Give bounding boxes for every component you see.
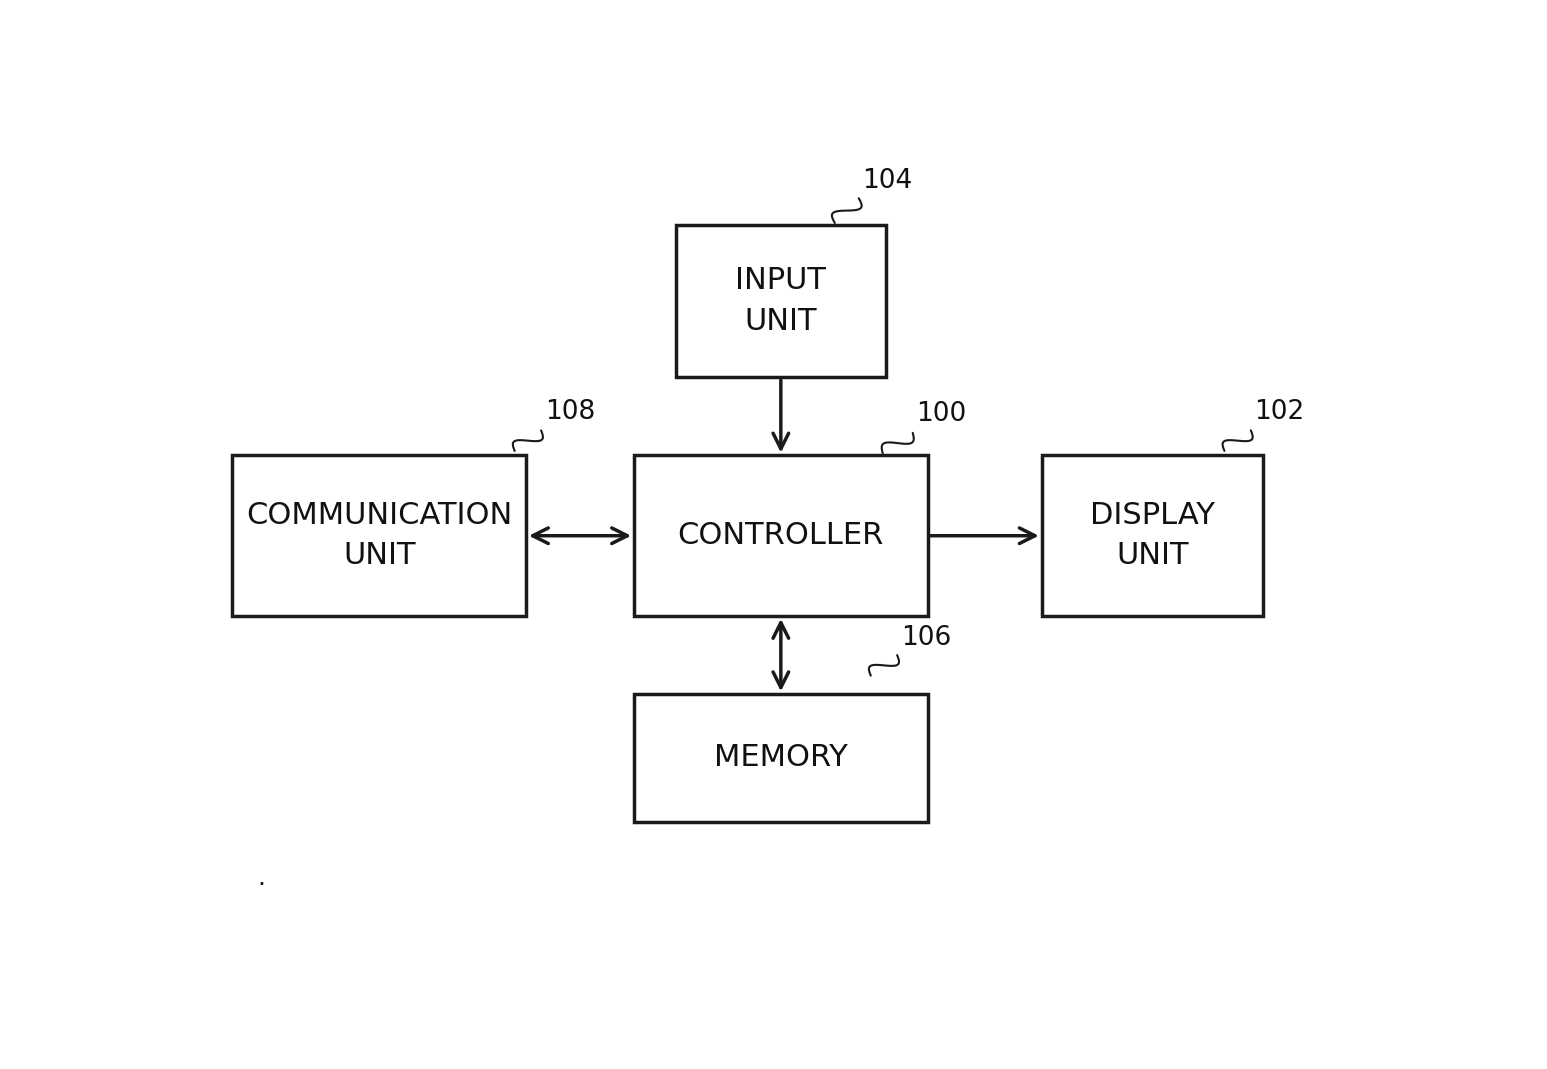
- Bar: [232, 455, 526, 616]
- Text: CONTROLLER: CONTROLLER: [678, 522, 883, 551]
- Text: DISPLAY
UNIT: DISPLAY UNIT: [1091, 501, 1214, 571]
- Text: 108: 108: [545, 399, 596, 424]
- Text: COMMUNICATION
UNIT: COMMUNICATION UNIT: [246, 501, 512, 571]
- Text: 102: 102: [1255, 399, 1304, 424]
- Bar: [634, 455, 928, 616]
- Text: 104: 104: [862, 168, 913, 195]
- Text: INPUT
UNIT: INPUT UNIT: [735, 266, 826, 336]
- Text: 106: 106: [900, 625, 951, 651]
- Text: .: .: [257, 866, 265, 889]
- Text: 100: 100: [916, 401, 967, 428]
- Text: MEMORY: MEMORY: [715, 743, 848, 773]
- Bar: [676, 224, 886, 377]
- Bar: [634, 694, 928, 822]
- Bar: [1041, 455, 1264, 616]
